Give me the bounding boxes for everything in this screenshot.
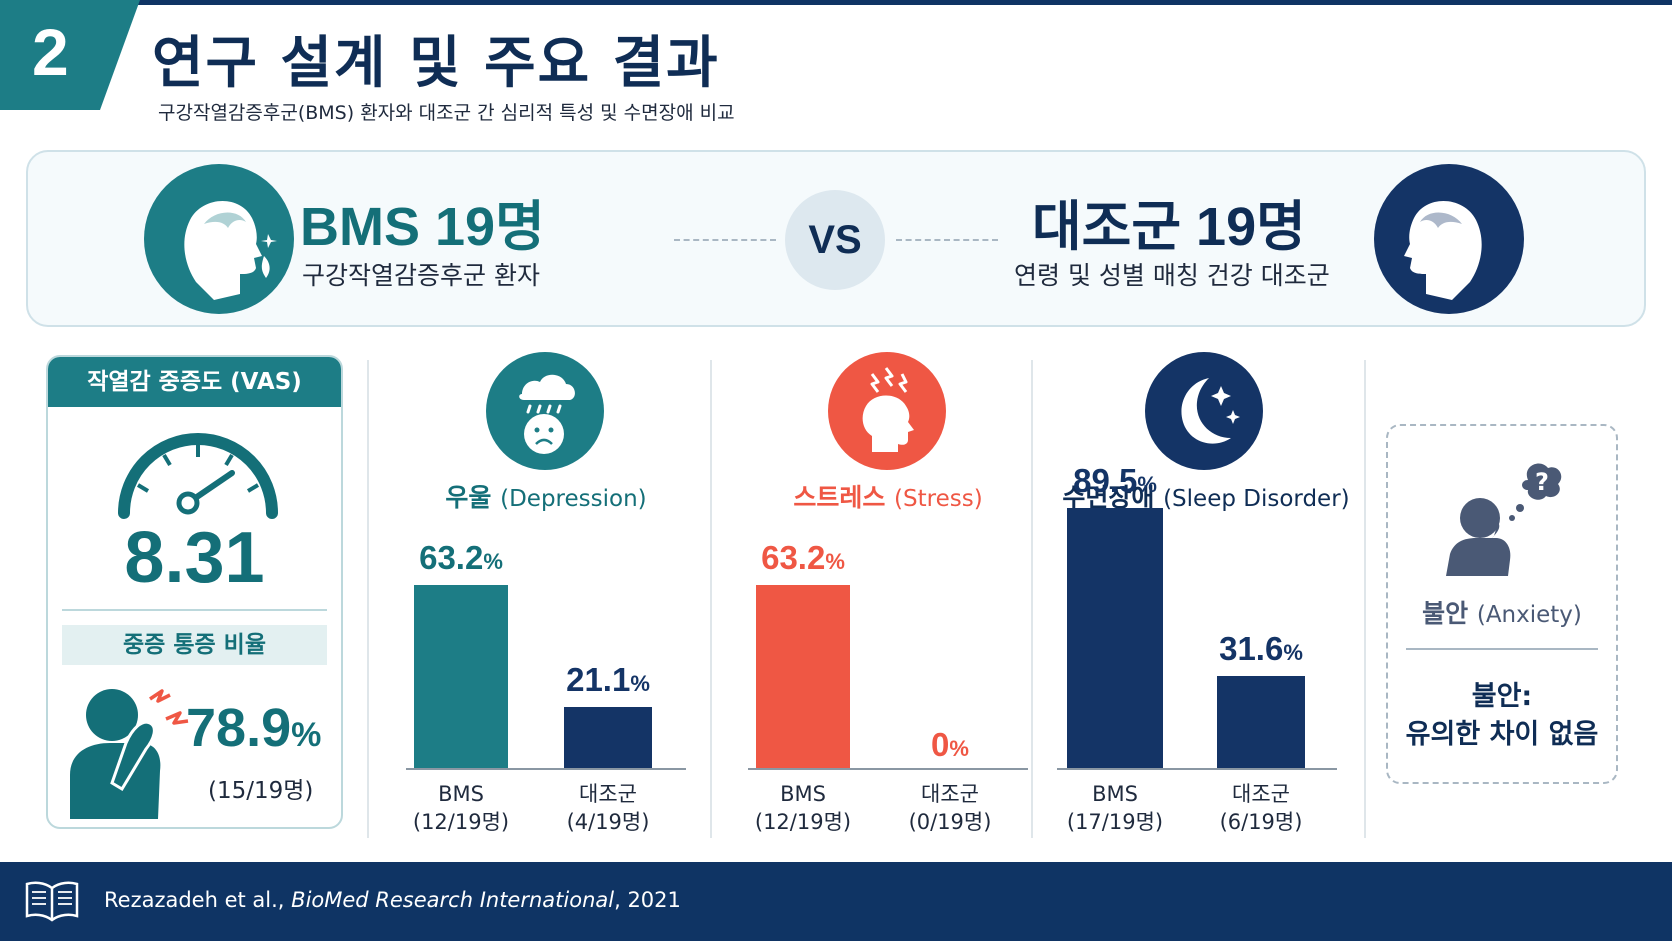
- bms-group-desc: 구강작열감증후군 환자: [302, 261, 540, 290]
- control-person-avatar-icon: [1374, 164, 1524, 314]
- page-subtitle: 구강작열감증후군(BMS) 환자와 대조군 간 심리적 특성 및 수면장애 비교: [158, 102, 735, 124]
- stress-panel: 스트레스 (Stress) 63.2% 0% BMS (12/19명) 대조군 (0…: [728, 352, 1048, 838]
- sad-rain-cloud-icon: [486, 352, 604, 470]
- vs-badge: VS: [785, 190, 885, 290]
- open-book-icon: [25, 881, 79, 922]
- footer-bar: Rezazadeh et al., BioMed Research Intern…: [0, 862, 1672, 941]
- column-divider: [1364, 360, 1366, 838]
- stress-bms-bar: [756, 584, 850, 768]
- column-divider: [367, 360, 369, 838]
- depression-control-bar: [564, 706, 652, 768]
- control-group-count: 대조군 19명: [1032, 197, 1306, 257]
- column-divider: [1031, 360, 1033, 838]
- severe-pain-label: 중증 통증 비율: [62, 625, 327, 665]
- section-number: 2: [32, 15, 69, 89]
- sleep-bms-value: 89.5%: [1073, 462, 1157, 500]
- depression-bms-bar: [414, 584, 508, 768]
- sleep-control-label: 대조군 (6/19명): [1219, 782, 1303, 834]
- gauge-icon: [118, 433, 278, 519]
- pain-person-icon: [70, 689, 189, 819]
- anxiety-divider: [1406, 648, 1598, 650]
- sleep-control-value: 31.6%: [1219, 630, 1303, 668]
- stress-control-value: 0%: [931, 726, 969, 763]
- stress-bms-label: BMS (12/19명): [754, 782, 852, 834]
- stress-title: 스트레스 (Stress): [793, 483, 983, 512]
- vas-severity-card: 작열감 중증도 (VAS) 8.31 중증 통증 비율 78.9% (15/19…: [46, 355, 343, 829]
- section-badge: 2: [0, 0, 140, 110]
- anxiety-title: 불안 (Anxiety): [1422, 599, 1582, 628]
- depression-control-label: 대조군 (4/19명): [566, 782, 650, 834]
- depression-panel: 우울 (Depression) 63.2% 21.1% BMS (12/19명) …: [386, 352, 706, 838]
- stress-bms-value: 63.2%: [761, 538, 845, 576]
- vas-card-title: 작열감 중증도 (VAS): [48, 357, 341, 407]
- vas-score: 8.31: [124, 518, 265, 598]
- depression-title: 우울 (Depression): [445, 483, 647, 512]
- sleep-axis: [1057, 768, 1337, 770]
- citation: Rezazadeh et al., BioMed Research Intern…: [104, 888, 681, 912]
- bms-patient-avatar-icon: [144, 164, 294, 314]
- sleep-disorder-panel: 수면장애 (Sleep Disorder) 89.5% 31.6% BMS (17…: [1045, 352, 1365, 838]
- divider-dashes-right: [896, 239, 998, 241]
- depression-bms-value: 63.2%: [419, 538, 503, 576]
- anxiety-result: 불안: 유의한 차이 없음: [1405, 681, 1599, 750]
- stress-axis: [748, 768, 1028, 770]
- page-title: 연구 설계 및 주요 결과: [152, 31, 720, 96]
- sleep-title: 수면장애 (Sleep Disorder): [1062, 483, 1350, 512]
- thinking-person-icon: ?: [1446, 463, 1562, 576]
- severe-pain-count: (15/19명): [208, 778, 314, 804]
- sleep-bms-label: BMS (17/19명): [1066, 782, 1164, 834]
- anxiety-card: ? 불안 (Anxiety) 불안: 유의한 차이 없음: [1386, 424, 1618, 784]
- depression-axis: [406, 768, 686, 770]
- stressed-head-icon: [828, 352, 946, 470]
- severe-pain-percent: 78.9%: [186, 698, 322, 758]
- control-group-desc: 연령 및 성별 매칭 건강 대조군: [1014, 261, 1330, 290]
- vas-divider: [62, 609, 327, 611]
- depression-control-value: 21.1%: [566, 660, 650, 698]
- svg-text:?: ?: [1535, 468, 1549, 496]
- top-accent-line: [0, 0, 1672, 5]
- sleep-bms-bar: [1067, 508, 1163, 768]
- sleep-control-bar: [1217, 676, 1305, 768]
- stress-control-label: 대조군 (0/19명): [908, 782, 992, 834]
- column-divider: [710, 360, 712, 838]
- group-comparison-card: BMS 19명 구강작열감증후군 환자 VS 대조군 19명 연령 및 성별 매…: [26, 150, 1646, 327]
- divider-dashes-left: [674, 239, 776, 241]
- bms-group-count: BMS 19명: [300, 197, 545, 257]
- moon-stars-icon: [1145, 352, 1263, 470]
- depression-bms-label: BMS (12/19명): [412, 782, 510, 834]
